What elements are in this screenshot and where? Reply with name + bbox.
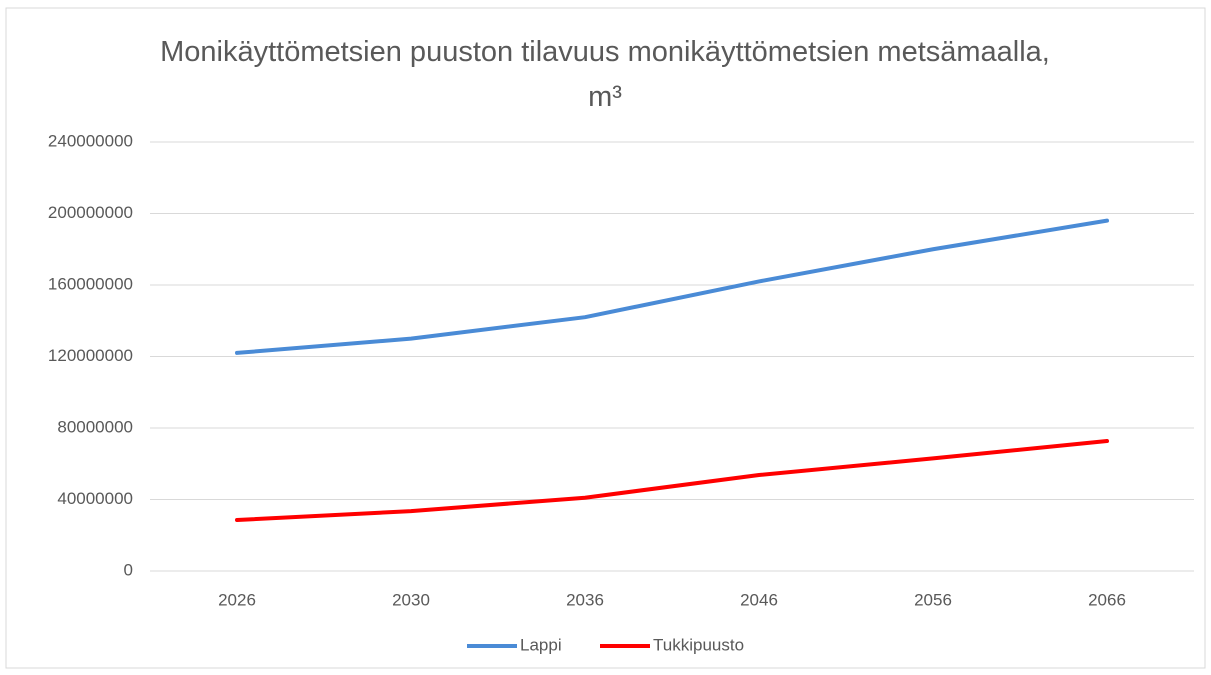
y-tick-label: 240000000 xyxy=(48,131,133,150)
legend-label: Tukkipuusto xyxy=(653,635,744,654)
y-tick-label: 200000000 xyxy=(48,203,133,222)
y-tick-label: 120000000 xyxy=(48,346,133,365)
x-tick-label: 2046 xyxy=(740,590,778,609)
x-tick-label: 2056 xyxy=(914,590,952,609)
y-tick-label: 40000000 xyxy=(57,489,133,508)
legend-label: Lappi xyxy=(520,635,562,654)
data-line xyxy=(235,439,1109,523)
x-tick-label: 2066 xyxy=(1088,590,1126,609)
x-tick-label: 2030 xyxy=(392,590,430,609)
chart-title: Monikäyttömetsien puuston tilavuus monik… xyxy=(160,36,1050,113)
x-tick-label: 2026 xyxy=(218,590,256,609)
y-tick-label: 0 xyxy=(124,560,133,579)
x-tick-label: 2036 xyxy=(566,590,604,609)
chart-border xyxy=(5,7,1206,669)
y-tick-label: 80000000 xyxy=(57,417,133,436)
data-line xyxy=(235,218,1109,355)
y-tick-label: 160000000 xyxy=(48,274,133,293)
